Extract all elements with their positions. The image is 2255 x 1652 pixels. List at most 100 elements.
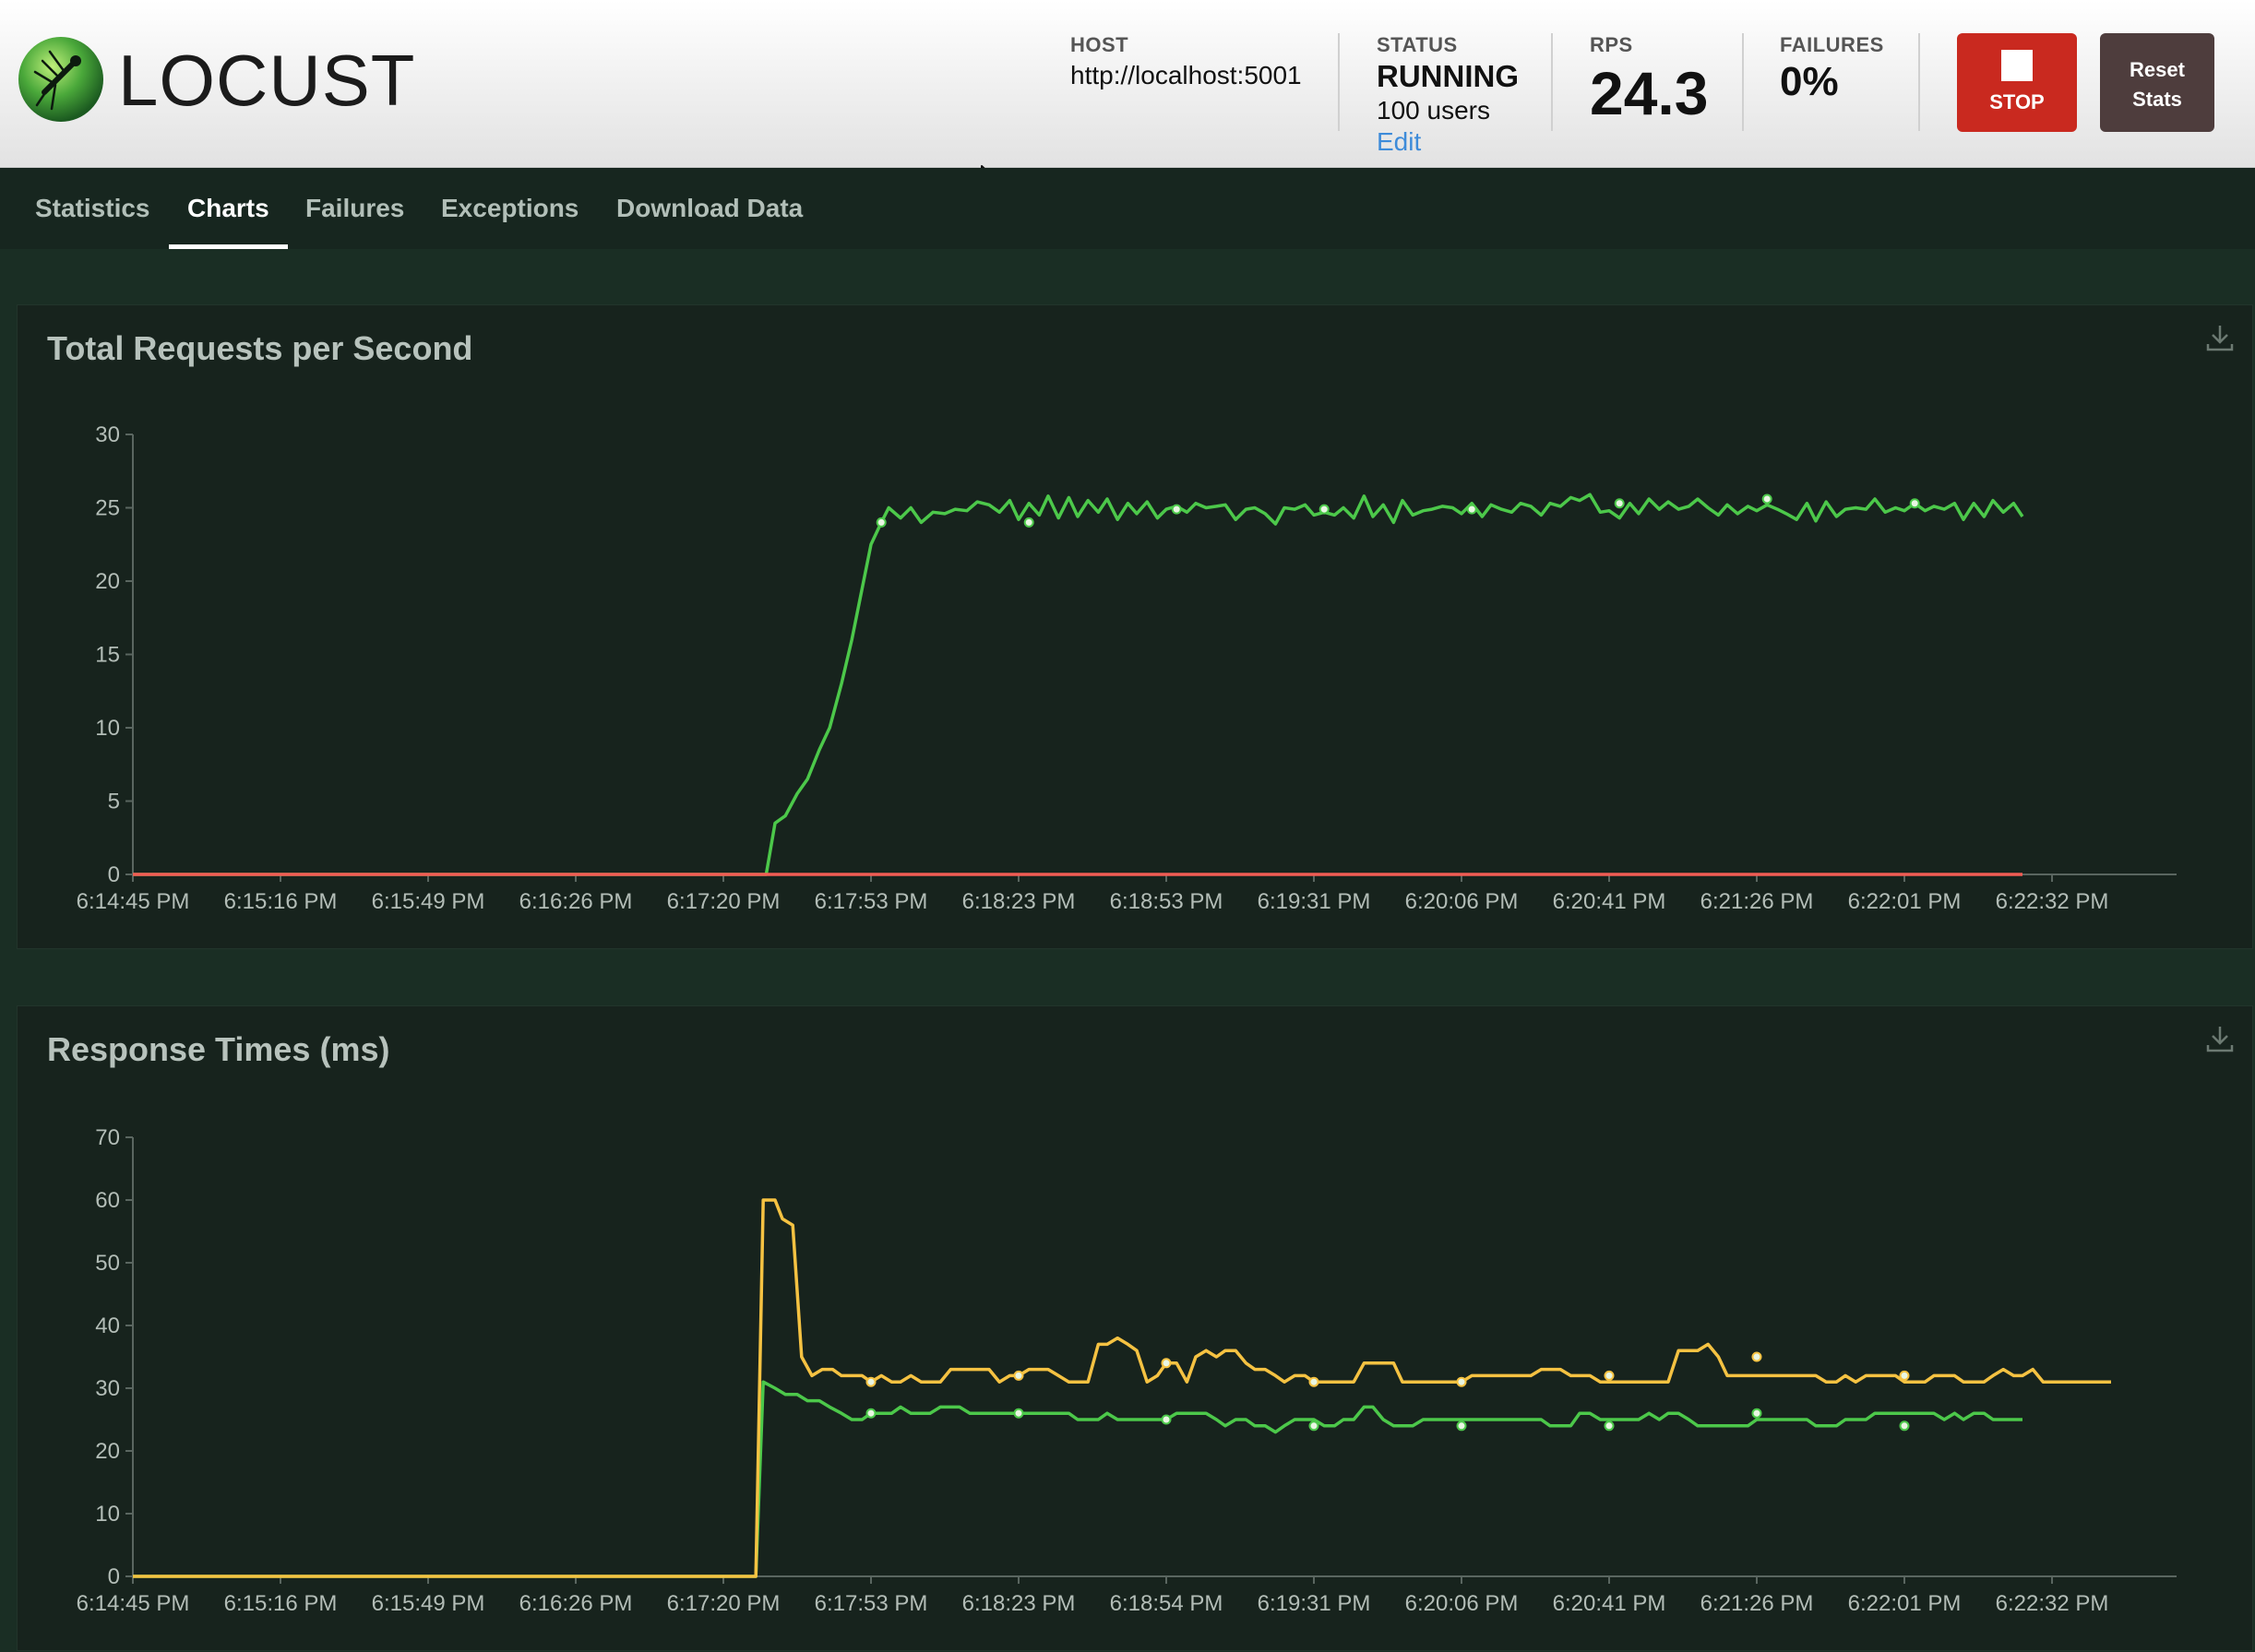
data-point-marker[interactable] — [1899, 1420, 1910, 1432]
data-point-marker[interactable] — [865, 1408, 877, 1419]
tab-statistics[interactable]: Statistics — [35, 194, 150, 222]
y-tick-label: 50 — [95, 1251, 120, 1276]
x-tick-label: 6:21:26 PM — [1700, 889, 1814, 914]
data-point-marker[interactable] — [1614, 498, 1625, 509]
x-tick-label: 6:17:20 PM — [667, 1591, 781, 1616]
y-tick-label: 60 — [95, 1188, 120, 1213]
data-point-marker[interactable] — [865, 1376, 877, 1387]
data-point-marker[interactable] — [1161, 1358, 1172, 1369]
x-tick-label: 6:16:26 PM — [519, 1591, 633, 1616]
y-tick-label: 0 — [108, 862, 120, 887]
x-tick-label: 6:18:23 PM — [962, 1591, 1076, 1616]
x-tick-label: 6:14:45 PM — [77, 1591, 190, 1616]
y-tick-label: 30 — [95, 422, 120, 447]
data-point-marker[interactable] — [1023, 517, 1034, 528]
stop-label: STOP — [1989, 90, 2045, 113]
rps-value: 24.3 — [1590, 59, 1709, 127]
response-times-chart-panel: Response Times (ms) 0 10 20 30 40 50 60 70 6:14:… — [17, 1005, 2253, 1651]
data-point-marker[interactable] — [1161, 1414, 1172, 1425]
x-tick-label: 6:15:49 PM — [372, 889, 485, 914]
header-divider — [1742, 33, 1744, 131]
failures-stat: FAILURES 0% — [1780, 33, 1884, 105]
chart-title: Total Requests per Second — [47, 329, 473, 367]
header-divider — [1918, 33, 1920, 131]
rps-chart: 0 5 10 15 20 25 30 6:14:45 PM 6:15:16 PM 6:15:49 … — [77, 422, 2177, 914]
x-tick-label: 6:22:01 PM — [1848, 1591, 1962, 1616]
x-tick-label: 6:15:49 PM — [372, 1591, 485, 1616]
data-point-marker[interactable] — [1761, 493, 1772, 505]
data-point-marker[interactable] — [1899, 1370, 1910, 1381]
data-point-marker[interactable] — [1751, 1351, 1762, 1362]
y-tick-label: 30 — [95, 1376, 120, 1401]
tab-bar: Statistics Charts Failures Exceptions Do… — [0, 168, 2255, 249]
failures-value: 0% — [1780, 59, 1839, 104]
data-point-marker[interactable] — [876, 517, 887, 528]
x-tick-label: 6:18:53 PM — [1110, 889, 1223, 914]
x-tick-label: 6:18:54 PM — [1110, 1591, 1223, 1616]
data-point-marker[interactable] — [1013, 1408, 1024, 1419]
download-icon[interactable] — [2204, 1023, 2236, 1054]
y-tick-label: 70 — [95, 1125, 120, 1150]
header-divider — [1338, 33, 1340, 131]
data-point-marker[interactable] — [1308, 1376, 1319, 1387]
y-tick-label: 20 — [95, 1439, 120, 1464]
tab-charts[interactable]: Charts — [169, 168, 288, 249]
x-tick-label: 6:22:01 PM — [1848, 889, 1962, 914]
x-tick-label: 6:22:32 PM — [1996, 889, 2109, 914]
data-point-marker[interactable] — [1466, 504, 1477, 515]
x-tick-label: 6:20:41 PM — [1553, 1591, 1666, 1616]
reset-stats-button[interactable]: Reset Stats — [2100, 33, 2214, 132]
stop-button[interactable]: STOP — [1957, 33, 2077, 132]
data-point-marker[interactable] — [1456, 1420, 1467, 1432]
series-line — [133, 493, 2024, 876]
tab-exceptions[interactable]: Exceptions — [441, 194, 579, 222]
x-tick-label: 6:17:53 PM — [815, 889, 928, 914]
app-title: LOCUST — [118, 40, 416, 121]
x-tick-label: 6:19:31 PM — [1258, 1591, 1371, 1616]
rps-label: RPS — [1590, 33, 1633, 56]
series-line — [133, 1380, 2022, 1578]
data-point-marker[interactable] — [1456, 1376, 1467, 1387]
top-bar: LOCUST HOST http://localhost:5001 STATUS… — [0, 0, 2255, 168]
x-tick-label: 6:22:32 PM — [1996, 1591, 2109, 1616]
header-divider — [1551, 33, 1553, 131]
series-line — [133, 1198, 2111, 1578]
x-tick-label: 6:15:16 PM — [224, 889, 338, 914]
x-tick-label: 6:20:06 PM — [1405, 1591, 1519, 1616]
rps-chart-panel: Total Requests per Second 0 5 10 15 20 25 30 6:… — [17, 304, 2253, 949]
host-value: http://localhost:5001 — [1070, 61, 1302, 89]
locust-logo-icon[interactable] — [17, 35, 105, 124]
data-point-marker[interactable] — [1604, 1420, 1615, 1432]
status-label: STATUS — [1377, 33, 1458, 56]
y-tick-label: 20 — [95, 569, 120, 594]
y-tick-label: 0 — [108, 1564, 120, 1589]
y-tick-label: 25 — [95, 496, 120, 521]
data-point-marker[interactable] — [1308, 1420, 1319, 1432]
status-value: RUNNING — [1377, 59, 1519, 93]
reset-label-line1: Reset — [2130, 58, 2185, 81]
download-icon[interactable] — [2204, 322, 2236, 353]
x-tick-label: 6:14:45 PM — [77, 889, 190, 914]
stop-square-icon — [2001, 50, 2033, 81]
x-tick-label: 6:19:31 PM — [1258, 889, 1371, 914]
host-stat: HOST http://localhost:5001 — [1070, 33, 1302, 90]
user-count: 100 users — [1377, 96, 1490, 125]
data-point-marker[interactable] — [1318, 504, 1330, 515]
status-stat: STATUS RUNNING 100 users Edit — [1377, 33, 1519, 157]
data-point-marker[interactable] — [1013, 1370, 1024, 1381]
x-tick-label: 6:20:06 PM — [1405, 889, 1519, 914]
x-tick-label: 6:16:26 PM — [519, 889, 633, 914]
rps-stat: RPS 24.3 — [1590, 33, 1708, 124]
data-point-marker[interactable] — [1909, 498, 1920, 509]
tab-download-data[interactable]: Download Data — [616, 194, 804, 222]
y-tick-label: 10 — [95, 1502, 120, 1527]
host-label: HOST — [1070, 33, 1129, 56]
data-point-marker[interactable] — [1604, 1370, 1615, 1381]
data-point-marker[interactable] — [1751, 1408, 1762, 1419]
data-point-marker[interactable] — [1171, 504, 1182, 515]
y-tick-label: 10 — [95, 716, 120, 741]
x-tick-label: 6:18:23 PM — [962, 889, 1076, 914]
x-tick-label: 6:15:16 PM — [224, 1591, 338, 1616]
tab-failures[interactable]: Failures — [305, 194, 405, 222]
edit-users-link[interactable]: Edit — [1377, 127, 1422, 156]
